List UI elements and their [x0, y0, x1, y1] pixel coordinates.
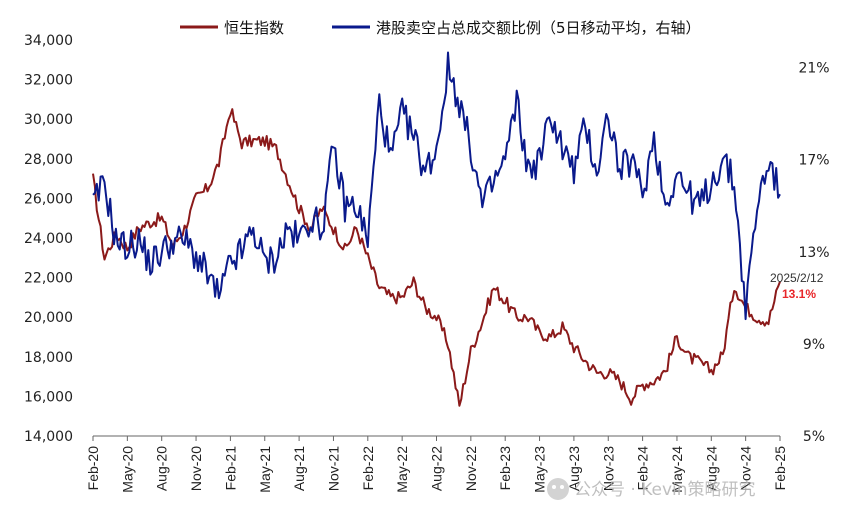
- y-axis-left: 34,000 32,000 30,000 28,000 26,000 24,000 22,0…: [24, 33, 73, 445]
- y-left-tick-label: 20,000: [24, 310, 73, 326]
- y-left-tick-label: 34,000: [24, 33, 73, 49]
- y-left-tick-label: 22,000: [24, 271, 73, 287]
- latest-annotation: 2025/2/12 13.1%: [770, 271, 824, 301]
- x-tick-label: Feb-23: [497, 446, 513, 491]
- y-left-tick-label: 26,000: [24, 191, 73, 207]
- watermark: 公众号 · Kevin策略研究: [547, 478, 756, 500]
- y-left-tick-label: 14,000: [24, 429, 73, 445]
- y-left-tick-label: 24,000: [24, 231, 73, 247]
- watermark-logo-eye-right: [560, 485, 564, 489]
- x-tick-label: Aug-22: [429, 446, 445, 491]
- y-right-tick-label: 13%: [798, 245, 829, 261]
- x-tick-label: Nov-21: [325, 446, 341, 491]
- watermark-text: 公众号 · Kevin策略研究: [574, 480, 756, 500]
- y-right-tick-label: 5%: [803, 429, 825, 445]
- x-tick-label: Nov-23: [600, 446, 616, 491]
- y-left-tick-label: 30,000: [24, 112, 73, 128]
- y-left-tick-label: 28,000: [24, 152, 73, 168]
- x-axis: Feb-20 May-20 Aug-20 Nov-20 Feb-21 May-21 Aug-…: [85, 436, 788, 493]
- y-left-tick-label: 18,000: [24, 350, 73, 366]
- x-tick-label: Aug-20: [154, 446, 170, 491]
- series-line-shortsell: [92, 51, 781, 321]
- legend-label-hsi: 恒生指数: [224, 19, 284, 37]
- x-tick-label: Nov-22: [463, 446, 479, 491]
- x-tick-label: May-22: [394, 446, 410, 493]
- y-right-tick-label: 21%: [798, 61, 829, 77]
- watermark-logo-icon: [547, 478, 569, 500]
- watermark-logo-eye-left: [552, 485, 556, 489]
- x-tick-label: May-24: [669, 446, 685, 493]
- y-right-tick-label: 9%: [803, 337, 825, 353]
- y-left-tick-label: 32,000: [24, 73, 73, 89]
- legend: 恒生指数 港股卖空占总成交额比例（5日移动平均，右轴）: [180, 19, 701, 37]
- x-tick-label: Aug-23: [566, 446, 582, 491]
- x-tick-label: Nov-24: [738, 446, 754, 491]
- y-right-tick-label: 17%: [798, 153, 829, 169]
- x-tick-label: May-21: [257, 446, 273, 493]
- x-tick-label: May-20: [119, 446, 135, 493]
- series-group: [92, 51, 781, 407]
- y-left-tick-label: 16,000: [24, 389, 73, 405]
- legend-label-shortsell: 港股卖空占总成交额比例（5日移动平均，右轴）: [376, 19, 701, 37]
- x-tick-label: Feb-20: [85, 446, 101, 491]
- series-line-hsi: [92, 108, 781, 407]
- x-tick-label: Feb-22: [360, 446, 376, 491]
- x-tick-label: Feb-25: [772, 446, 788, 491]
- x-tick-label: Nov-20: [188, 446, 204, 491]
- x-tick-label: May-23: [532, 446, 548, 493]
- x-tick-label: Feb-21: [222, 446, 238, 491]
- x-tick-label: Aug-21: [291, 446, 307, 491]
- annotation-value: 13.1%: [782, 287, 816, 301]
- x-tick-label: Feb-24: [635, 446, 651, 491]
- legend-label-shortsell-text: 港股卖空占总成交额比例（5日移动平均，右轴: [376, 19, 686, 37]
- annotation-date: 2025/2/12: [770, 271, 824, 285]
- y-axis-right: 21% 17% 13% 9% 5%: [798, 61, 829, 445]
- x-tick-label: Aug-24: [703, 446, 719, 491]
